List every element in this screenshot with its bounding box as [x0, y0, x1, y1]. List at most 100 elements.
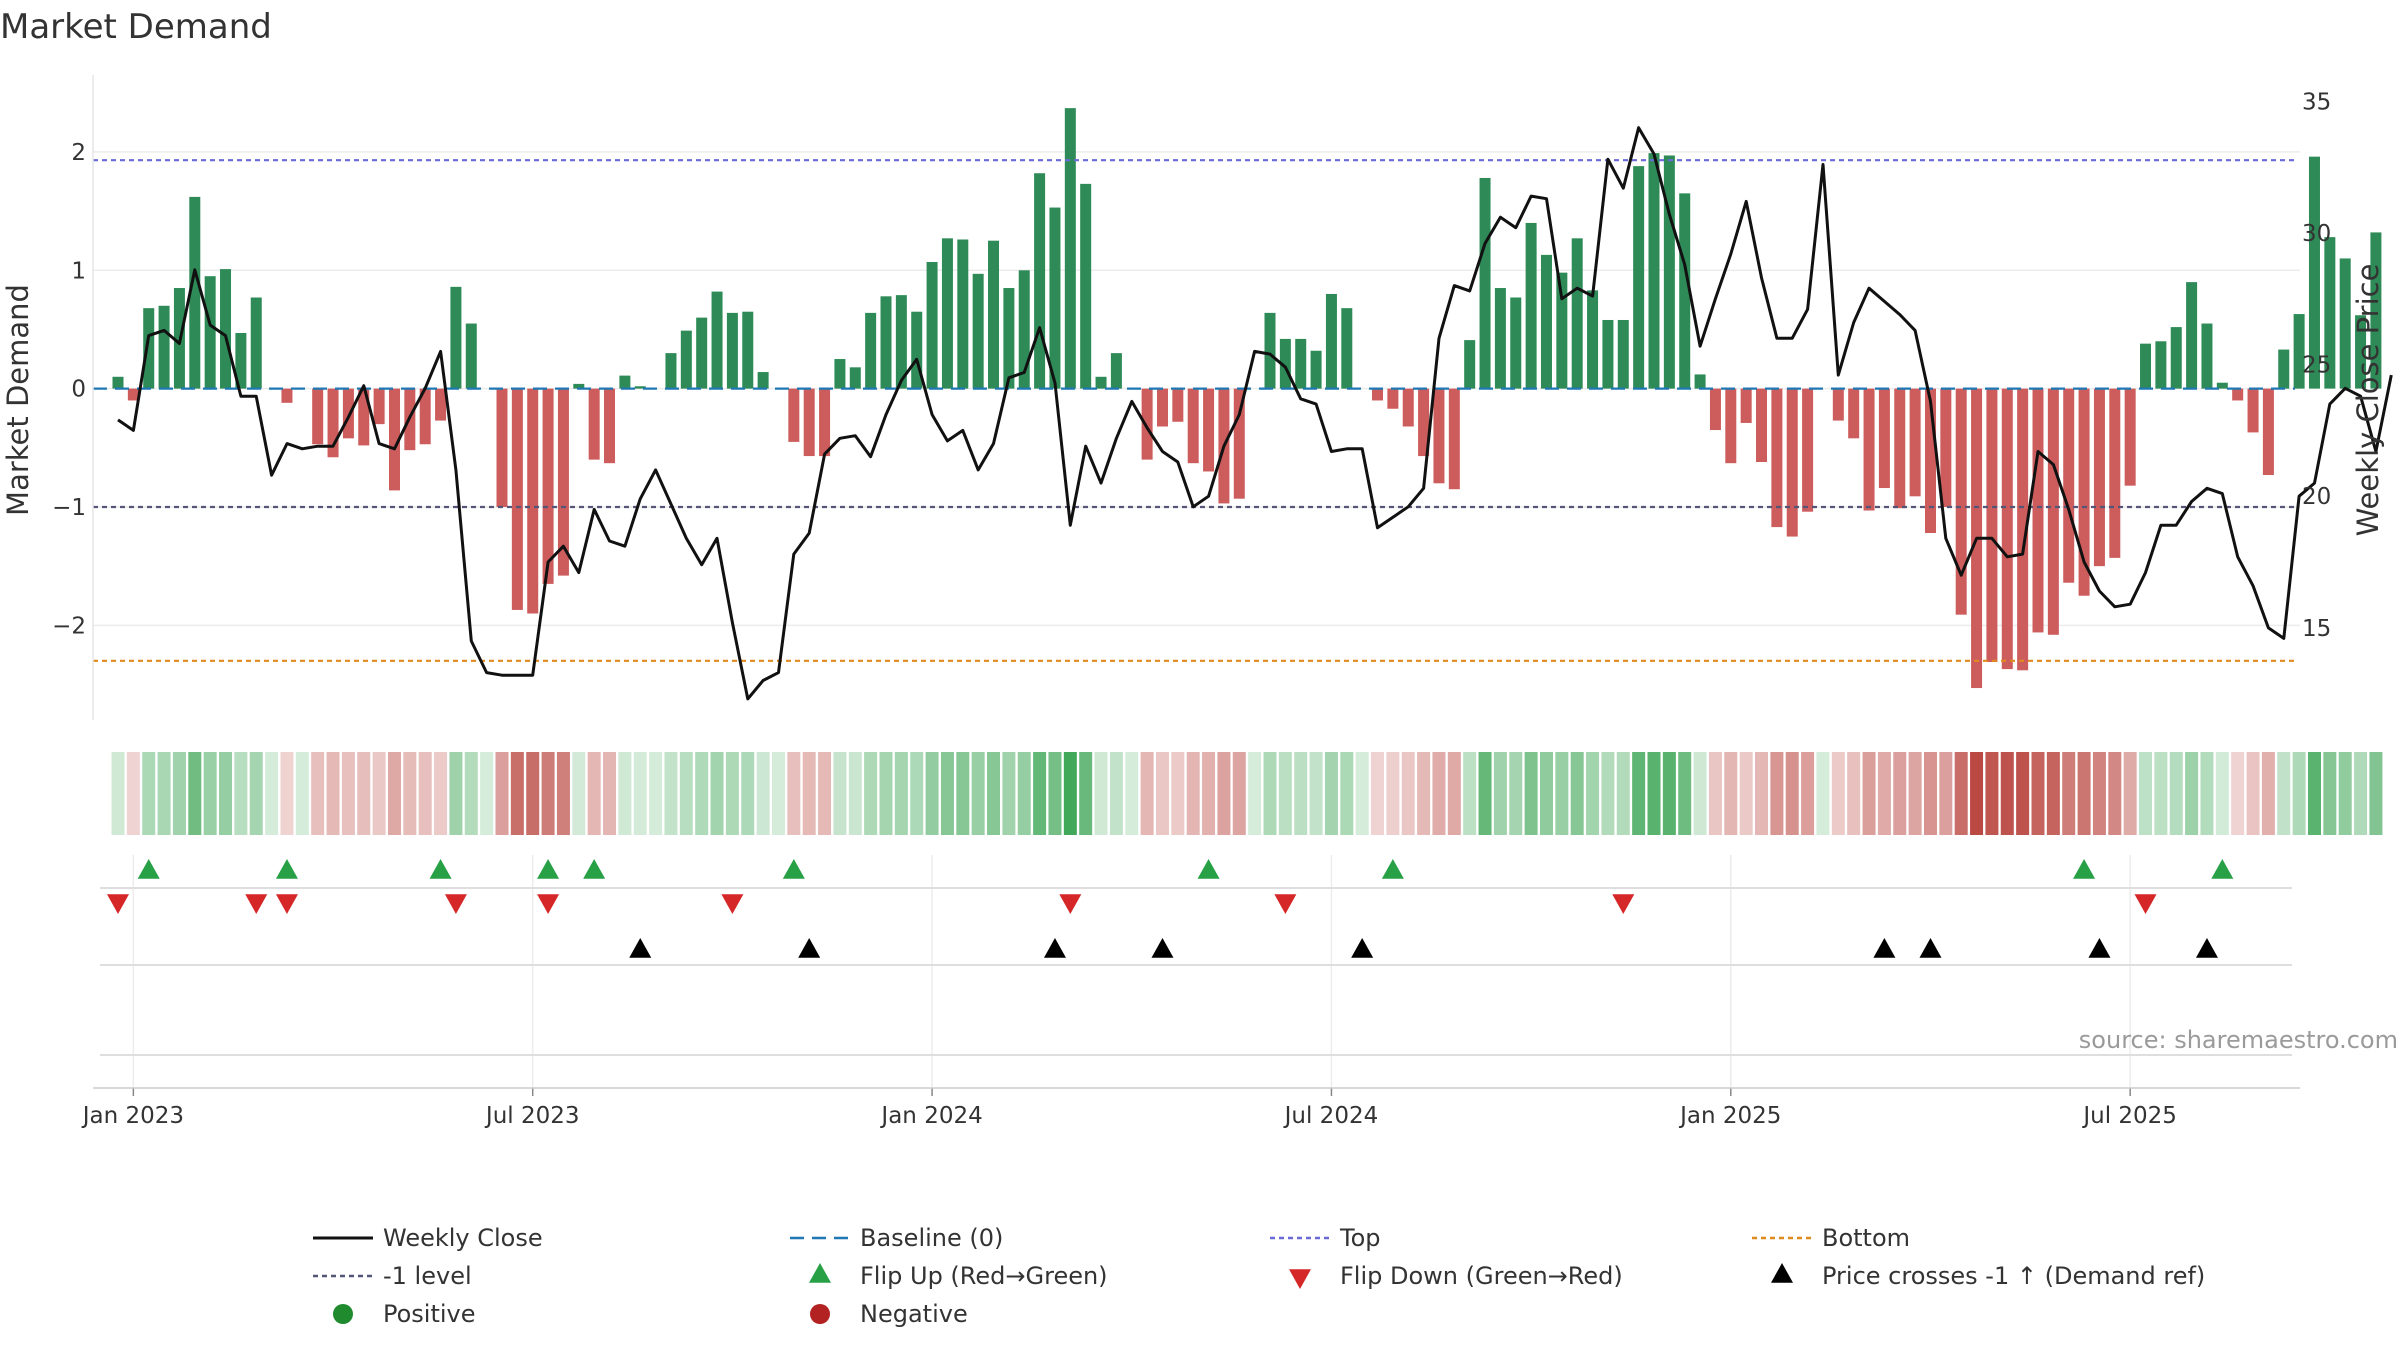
heat-cell	[1371, 752, 1385, 835]
demand-bar-negative	[342, 388, 354, 439]
heat-cell	[987, 752, 1001, 835]
x-tick-label: Jul 2024	[1283, 1103, 1379, 1129]
heat-cell	[1601, 752, 1615, 835]
left-tick-label: 1	[71, 258, 86, 284]
flip-up-marker	[275, 859, 298, 879]
heat-cell	[1401, 752, 1415, 835]
demand-bar-positive	[2278, 349, 2290, 389]
heat-cell	[188, 752, 202, 835]
legend-price-crosses-1-demand-ref-swatch	[1771, 1263, 1793, 1283]
x-tick-label: Jul 2023	[484, 1103, 580, 1129]
flip-down-marker	[275, 894, 298, 914]
heat-cell	[1171, 752, 1185, 835]
heat-cell	[2123, 752, 2137, 835]
right-tick-label: 20	[2302, 484, 2331, 510]
heat-cell	[1662, 752, 1676, 835]
demand-bar-positive	[235, 333, 247, 389]
demand-bar-positive	[143, 308, 155, 389]
demand-bar-negative	[1203, 388, 1215, 472]
heat-cell	[1816, 752, 1830, 835]
demand-bar-positive	[895, 295, 907, 389]
heat-cell	[1079, 752, 1093, 835]
heat-cell	[879, 752, 893, 835]
flip-up-marker	[2073, 859, 2096, 879]
demand-bar-positive	[957, 239, 969, 389]
demand-bar-negative	[1740, 388, 1752, 423]
heat-cell	[341, 752, 355, 835]
heat-cell	[526, 752, 540, 835]
demand-bar-positive	[1341, 308, 1353, 389]
left-tick-label: −1	[52, 495, 86, 521]
flip-down-marker	[721, 894, 744, 914]
demand-bar-negative	[588, 388, 600, 460]
demand-bar-negative	[1771, 388, 1783, 528]
right-tick-label: 30	[2302, 221, 2331, 247]
demand-bar-negative	[2262, 388, 2274, 476]
flip-down-marker	[537, 894, 560, 914]
demand-bar-negative	[281, 388, 293, 403]
legend-weekly-close-label: Weekly Close	[383, 1224, 543, 1252]
demand-bar-negative	[2017, 388, 2029, 671]
flip-up-marker	[782, 859, 805, 879]
heat-cell	[265, 752, 279, 835]
flip-down-marker	[2134, 894, 2157, 914]
heat-cell	[2200, 752, 2214, 835]
price-cross-marker	[1043, 938, 1066, 958]
heat-cell	[756, 752, 770, 835]
heat-cell	[2215, 752, 2229, 835]
demand-bar-positive	[2370, 232, 2382, 389]
legend-positive-swatch	[333, 1304, 353, 1324]
price-cross-marker	[2195, 938, 2218, 958]
x-tick-label: Jul 2025	[2081, 1103, 2177, 1129]
heat-cell	[2108, 752, 2122, 835]
heat-cell	[2354, 752, 2368, 835]
demand-bar-positive	[865, 312, 877, 389]
demand-bar-positive	[1018, 270, 1030, 389]
heat-cell	[1232, 752, 1246, 835]
heat-cell	[2307, 752, 2321, 835]
heat-cell	[480, 752, 494, 835]
heat-cell	[541, 752, 555, 835]
demand-bar-negative	[542, 388, 554, 584]
demand-bar-positive	[711, 291, 723, 389]
demand-bar-negative	[2001, 388, 2013, 670]
left-tick-label: −2	[52, 613, 86, 639]
heat-cell	[1094, 752, 1108, 835]
demand-bar-positive	[1617, 319, 1629, 389]
heat-cell	[1017, 752, 1031, 835]
demand-bar-negative	[1924, 388, 1936, 534]
heat-cell	[556, 752, 570, 835]
heat-cell	[357, 752, 371, 835]
demand-bar-negative	[358, 388, 370, 446]
heat-cell	[2046, 752, 2060, 835]
heat-cell	[142, 752, 156, 835]
flip-down-marker	[1274, 894, 1297, 914]
demand-bar-positive	[619, 375, 631, 389]
demand-bar-positive	[849, 367, 861, 389]
heat-cell	[864, 752, 878, 835]
heat-cell	[1678, 752, 1692, 835]
heat-cell	[910, 752, 924, 835]
heat-cell	[1785, 752, 1799, 835]
heat-cell	[1493, 752, 1507, 835]
heat-cell	[1278, 752, 1292, 835]
heat-cell	[1002, 752, 1016, 835]
heat-cell	[495, 752, 509, 835]
demand-bar-negative	[419, 388, 431, 445]
heat-cell	[894, 752, 908, 835]
demand-bar-negative	[1156, 388, 1168, 427]
demand-bar-positive	[1064, 108, 1076, 389]
heat-cell	[2323, 752, 2337, 835]
heat-cell	[925, 752, 939, 835]
heat-cell	[2261, 752, 2275, 835]
demand-bar-negative	[2047, 388, 2059, 635]
demand-bar-positive	[2339, 258, 2351, 389]
heat-cell	[1463, 752, 1477, 835]
heat-cell	[649, 752, 663, 835]
demand-bar-positive	[1571, 238, 1583, 389]
demand-bar-positive	[726, 312, 738, 389]
demand-bar-positive	[1663, 155, 1675, 389]
heat-cell	[1831, 752, 1845, 835]
heat-cell	[418, 752, 432, 835]
